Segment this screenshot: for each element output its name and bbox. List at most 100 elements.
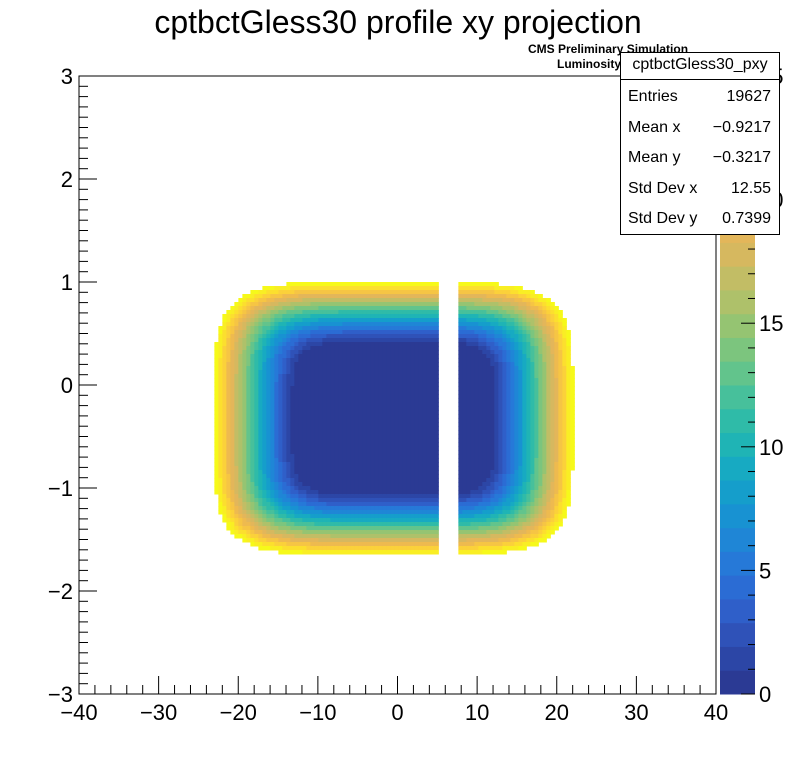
heatmap-cell [362, 290, 367, 295]
heatmap-cell [514, 482, 519, 487]
heatmap-cell [314, 386, 319, 391]
heatmap-cell [350, 482, 355, 487]
heatmap-cell [482, 510, 487, 515]
heatmap-cell [250, 506, 255, 511]
heatmap-cell [350, 302, 355, 307]
heatmap-cell [518, 366, 523, 371]
heatmap-cell [406, 498, 411, 503]
heatmap-cell [478, 530, 483, 535]
heatmap-cell [250, 522, 255, 527]
heatmap-cell [350, 514, 355, 519]
heatmap-cell [382, 310, 387, 315]
heatmap-cell [482, 466, 487, 471]
heatmap-cell [306, 378, 311, 383]
heatmap-cell [390, 518, 395, 523]
heatmap-cell [218, 466, 223, 471]
heatmap-cell [306, 506, 311, 511]
heatmap-cell [298, 518, 303, 523]
heatmap-cell [514, 346, 519, 351]
heatmap-cell [266, 338, 271, 343]
heatmap-cell [350, 354, 355, 359]
heatmap-cell [374, 502, 379, 507]
heatmap-cell [534, 298, 539, 303]
heatmap-cell [398, 398, 403, 403]
heatmap-cell [510, 298, 515, 303]
heatmap-cell [338, 438, 343, 443]
heatmap-cell [358, 458, 363, 463]
heatmap-cell [518, 454, 523, 459]
heatmap-cell [286, 438, 291, 443]
heatmap-cell [270, 386, 275, 391]
heatmap-cell [494, 510, 499, 515]
heatmap-cell [262, 370, 267, 375]
heatmap-cell [342, 482, 347, 487]
heatmap-cell [242, 358, 247, 363]
heatmap-cell [522, 294, 527, 299]
heatmap-cell [238, 322, 243, 327]
heatmap-cell [498, 410, 503, 415]
heatmap-cell [258, 458, 263, 463]
heatmap-cell [306, 286, 311, 291]
heatmap-cell [406, 446, 411, 451]
heatmap-cell [278, 462, 283, 467]
heatmap-cell [234, 394, 239, 399]
heatmap-cell [334, 282, 339, 287]
heatmap-cell [498, 438, 503, 443]
heatmap-cell [530, 490, 535, 495]
heatmap-cell [354, 386, 359, 391]
heatmap-cell [486, 366, 491, 371]
heatmap-cell [414, 522, 419, 527]
heatmap-cell [358, 550, 363, 555]
heatmap-cell [406, 518, 411, 523]
heatmap-cell [418, 482, 423, 487]
heatmap-cell [466, 302, 471, 307]
heatmap-cell [430, 330, 435, 335]
heatmap-cell [490, 458, 495, 463]
heatmap-cell [318, 402, 323, 407]
heatmap-cell [218, 426, 223, 431]
heatmap-cell [490, 450, 495, 455]
heatmap-cell [266, 530, 271, 535]
heatmap-cell [434, 538, 439, 543]
heatmap-cell [462, 458, 467, 463]
heatmap-cell [310, 350, 315, 355]
heatmap-cell [458, 326, 463, 331]
heatmap-cell [430, 466, 435, 471]
heatmap-cell [382, 514, 387, 519]
heatmap-cell [358, 478, 363, 483]
heatmap-cell [502, 418, 507, 423]
heatmap-cell [462, 362, 467, 367]
heatmap-cell [402, 302, 407, 307]
heatmap-cell [350, 538, 355, 543]
heatmap-cell [494, 342, 499, 347]
heatmap-cell [494, 310, 499, 315]
heatmap-cell [386, 322, 391, 327]
heatmap-cell [270, 534, 275, 539]
heatmap-cell [310, 406, 315, 411]
heatmap-cell [350, 294, 355, 299]
heatmap-cell [214, 426, 219, 431]
heatmap-cell [374, 550, 379, 555]
heatmap-cell [478, 498, 483, 503]
heatmap-cell [310, 318, 315, 323]
heatmap-cell [342, 338, 347, 343]
heatmap-cell [298, 334, 303, 339]
heatmap-cell [534, 426, 539, 431]
heatmap-cell [386, 374, 391, 379]
heatmap-cell [338, 526, 343, 531]
heatmap-cell [470, 458, 475, 463]
heatmap-cell [218, 378, 223, 383]
heatmap-cell [462, 346, 467, 351]
heatmap-cell [390, 330, 395, 335]
heatmap-cell [226, 450, 231, 455]
heatmap-cell [230, 450, 235, 455]
heatmap-cell [238, 382, 243, 387]
heatmap-cell [322, 434, 327, 439]
heatmap-cell [382, 418, 387, 423]
heatmap-cell [330, 310, 335, 315]
heatmap-cell [290, 358, 295, 363]
heatmap-cell [262, 290, 267, 295]
heatmap-cell [338, 386, 343, 391]
heatmap-cell [430, 310, 435, 315]
heatmap-cell [422, 430, 427, 435]
